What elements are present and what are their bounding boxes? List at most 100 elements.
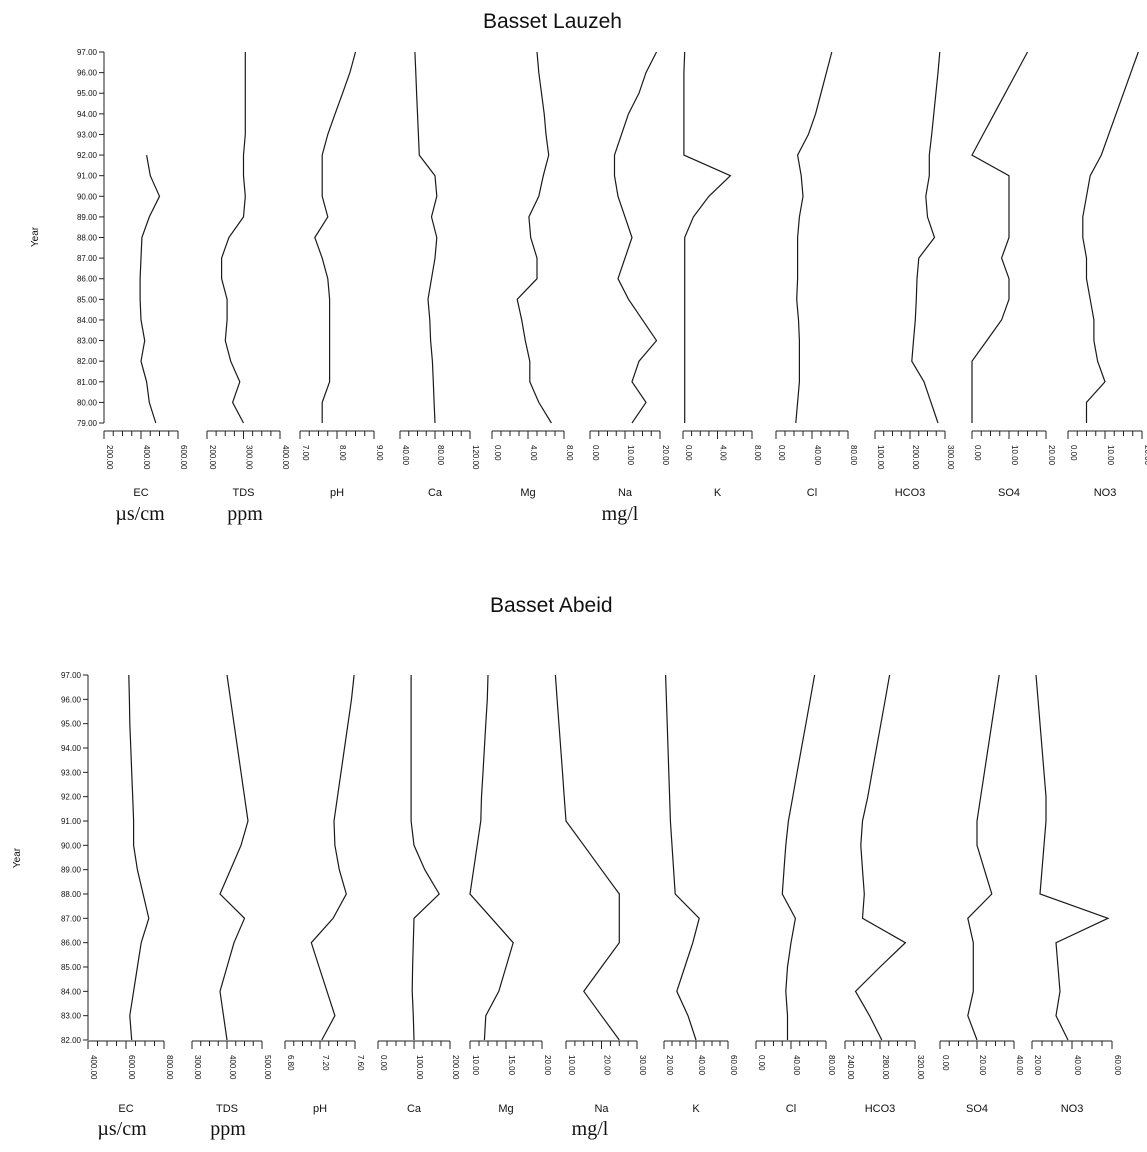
series-line-na [613, 51, 658, 424]
x-tick-label: 20.00 [543, 1055, 552, 1076]
x-tick-label: 4.00 [529, 445, 538, 461]
panel-label-mg: Mg [520, 487, 535, 499]
series-line-tds [221, 52, 246, 424]
x-tick-label: 8.00 [565, 445, 574, 461]
x-tick-label: 280.00 [881, 1055, 890, 1080]
x-tick-label: 0.00 [493, 445, 502, 461]
x-tick-label: 600.00 [127, 1055, 136, 1080]
panel-label-na: Na [594, 1103, 609, 1115]
series-line-so4 [971, 51, 1029, 423]
series-line-cl [781, 674, 816, 1040]
panel-label-ph: pH [330, 487, 344, 499]
panel-label-hco3: HCO3 [895, 487, 926, 499]
x-tick-label: 10.00 [1010, 445, 1019, 466]
x-tick-label: 40.00 [813, 445, 822, 466]
x-tick-label: 4.00 [719, 445, 728, 461]
x-tick-label: 20.00 [978, 1055, 987, 1076]
panel-label-ec: EC [133, 487, 148, 499]
unit-label: mg/l [572, 1118, 609, 1140]
y-tick-label: 87.00 [61, 914, 82, 923]
series-line-k [665, 674, 700, 1041]
panel-label-na: Na [618, 487, 633, 499]
series-line-ca [410, 675, 440, 1041]
y-axis-label: Year [12, 847, 23, 868]
series-line-so4 [967, 674, 1000, 1041]
y-tick-label: 97.00 [77, 48, 98, 57]
y-tick-label: 96.00 [61, 695, 82, 704]
series-line-ec [128, 674, 150, 1041]
x-tick-label: 20.00 [665, 1055, 674, 1076]
x-tick-label: 80.00 [849, 445, 858, 466]
x-tick-label: 0.00 [379, 1055, 388, 1071]
series-line-ph [314, 51, 357, 423]
panel-label-hco3: HCO3 [865, 1103, 896, 1115]
x-tick-label: 7.20 [321, 1055, 330, 1071]
y-tick-label: 86.00 [61, 939, 82, 948]
unit-label: µs/cm [97, 1118, 147, 1140]
panel-label-k: K [692, 1103, 700, 1115]
x-tick-label: 20.00 [1047, 445, 1056, 466]
y-tick-label: 92.00 [61, 793, 82, 802]
series-line-cl [795, 51, 833, 424]
x-tick-label: 800.00 [165, 1055, 174, 1080]
series-line-k [683, 51, 732, 423]
unit-label: ppm [210, 1118, 246, 1140]
x-tick-label: 10.00 [1106, 445, 1115, 466]
panel-label-no3: NO3 [1094, 487, 1117, 499]
y-tick-label: 97.00 [61, 671, 82, 680]
x-tick-label: 20.00 [603, 1055, 612, 1076]
y-tick-label: 88.00 [77, 234, 98, 243]
series-line-tds [219, 674, 249, 1041]
x-tick-label: 20.00 [661, 445, 670, 466]
y-tick-label: 87.00 [77, 254, 98, 263]
y-tick-label: 90.00 [61, 841, 82, 850]
x-tick-label: 0.00 [777, 445, 786, 461]
x-tick-label: 7.60 [356, 1055, 365, 1071]
y-tick-label: 89.00 [61, 866, 82, 875]
x-tick-label: 7.00 [301, 445, 310, 461]
x-tick-label: 300.00 [245, 445, 254, 470]
y-tick-label: 84.00 [77, 316, 98, 325]
panel-label-mg: Mg [498, 1103, 513, 1115]
x-tick-label: 0.00 [941, 1055, 950, 1071]
y-tick-label: 85.00 [61, 963, 82, 972]
x-tick-label: 0.00 [1069, 445, 1078, 461]
y-tick-label: 94.00 [77, 110, 98, 119]
x-tick-label: 60.00 [729, 1055, 738, 1076]
x-tick-label: 30.00 [638, 1055, 647, 1076]
y-tick-label: 82.00 [77, 357, 98, 366]
series-line-hco3 [911, 51, 941, 424]
x-tick-label: 15.00 [507, 1055, 516, 1076]
series-line-ec [139, 154, 161, 424]
x-tick-label: 200.00 [208, 445, 217, 470]
x-tick-label: 0.00 [684, 445, 693, 461]
series-line-ph [310, 674, 355, 1041]
x-tick-label: 200.00 [911, 445, 920, 470]
x-tick-label: 10.00 [567, 1055, 576, 1076]
y-tick-label: 83.00 [61, 1012, 82, 1021]
y-tick-label: 80.00 [77, 398, 98, 407]
series-line-na [554, 674, 620, 1041]
x-tick-label: 400.00 [89, 1055, 98, 1080]
x-tick-label: 120.00 [471, 445, 480, 470]
x-tick-label: 10.00 [471, 1055, 480, 1076]
panel-label-k: K [714, 487, 722, 499]
series-line-no3 [1082, 51, 1139, 423]
x-tick-label: 20.00 [1033, 1055, 1042, 1076]
x-tick-label: 100.00 [876, 445, 885, 470]
x-tick-label: 40.00 [792, 1055, 801, 1076]
x-tick-label: 240.00 [846, 1055, 855, 1080]
panel-label-ca: Ca [407, 1103, 422, 1115]
x-tick-label: 10.00 [626, 445, 635, 466]
y-axis-label: Year [30, 226, 41, 247]
x-tick-label: 20.00 [1143, 445, 1147, 466]
series-line-mg [516, 51, 552, 424]
x-tick-label: 40.00 [1015, 1055, 1024, 1076]
y-tick-label: 79.00 [77, 419, 98, 428]
x-tick-label: 400.00 [281, 445, 290, 470]
x-tick-label: 80.00 [827, 1055, 836, 1076]
chart-title-top: Basset Lauzeh [483, 10, 622, 33]
y-tick-label: 88.00 [61, 890, 82, 899]
series-line-mg [469, 674, 514, 1041]
